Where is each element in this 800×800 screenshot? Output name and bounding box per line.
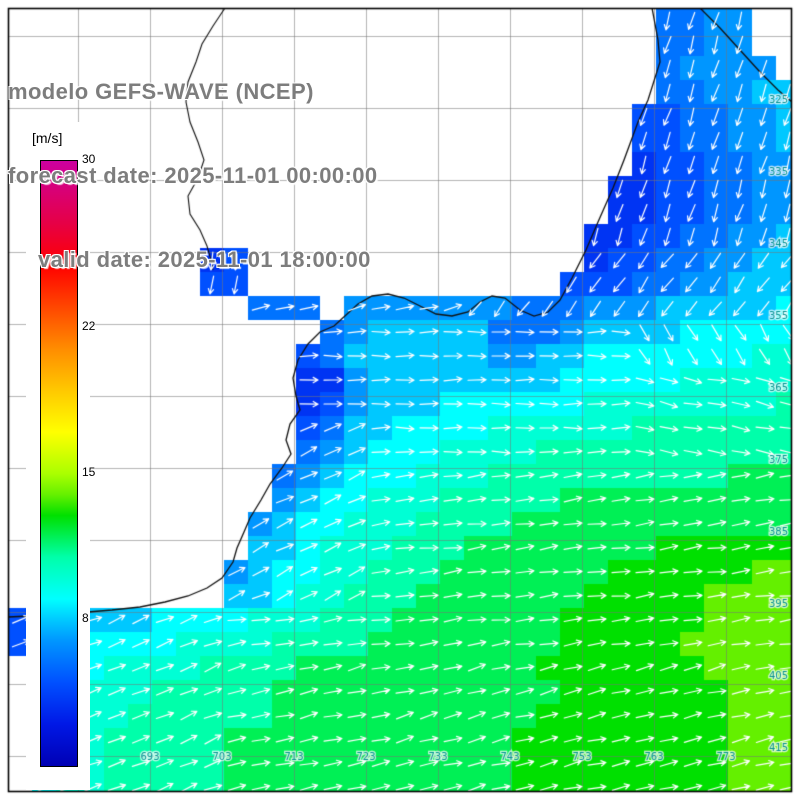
colorbar-tick-label: 8 — [82, 610, 89, 625]
colorbar-unit-label: [m/s] — [32, 130, 63, 146]
forecast-date: forecast date: 2025-11-01 00:00:00 — [8, 163, 378, 188]
colorbar-tick-label: 22 — [82, 318, 96, 333]
valid-date: valid date: 2025-11-01 18:00:00 — [38, 247, 371, 272]
colorbar-tick-label: 30 — [82, 152, 96, 166]
colorbar-gradient — [40, 160, 78, 767]
title-block: modelo GEFS-WAVE (NCEP) forecast date: 2… — [8, 22, 377, 330]
model-title: modelo GEFS-WAVE (NCEP) — [8, 79, 314, 104]
colorbar-tick-label: 15 — [82, 464, 96, 479]
